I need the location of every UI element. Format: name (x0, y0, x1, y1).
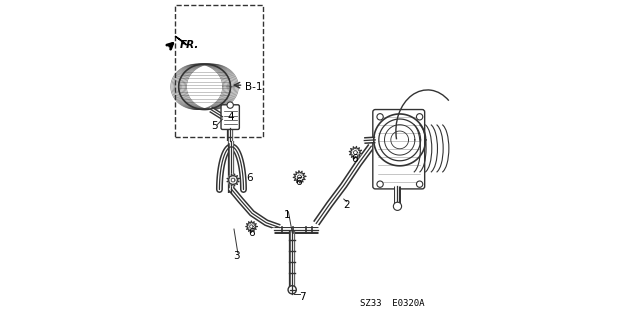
Text: 3: 3 (233, 251, 239, 261)
Text: 6: 6 (295, 177, 302, 187)
Text: B-1: B-1 (245, 82, 262, 92)
Circle shape (417, 114, 423, 120)
Polygon shape (175, 36, 186, 45)
Text: FR.: FR. (180, 40, 200, 50)
Text: 6: 6 (246, 174, 253, 183)
Text: SZ33  E0320A: SZ33 E0320A (360, 299, 424, 308)
Text: 5: 5 (211, 121, 218, 131)
Circle shape (377, 114, 383, 120)
Text: 4: 4 (227, 112, 234, 122)
FancyBboxPatch shape (221, 105, 239, 130)
Polygon shape (227, 174, 239, 186)
FancyBboxPatch shape (373, 109, 425, 189)
Polygon shape (293, 171, 306, 183)
Circle shape (288, 286, 296, 294)
Circle shape (394, 202, 401, 211)
Text: 2: 2 (344, 200, 350, 210)
Text: 6: 6 (351, 154, 358, 164)
Text: 7: 7 (300, 292, 306, 302)
Text: 6: 6 (248, 228, 255, 238)
Text: 1: 1 (284, 210, 290, 220)
Bar (175, 4, 263, 137)
Circle shape (377, 181, 383, 187)
Circle shape (417, 181, 423, 187)
Circle shape (227, 102, 234, 108)
Polygon shape (246, 221, 257, 232)
Polygon shape (349, 146, 362, 159)
